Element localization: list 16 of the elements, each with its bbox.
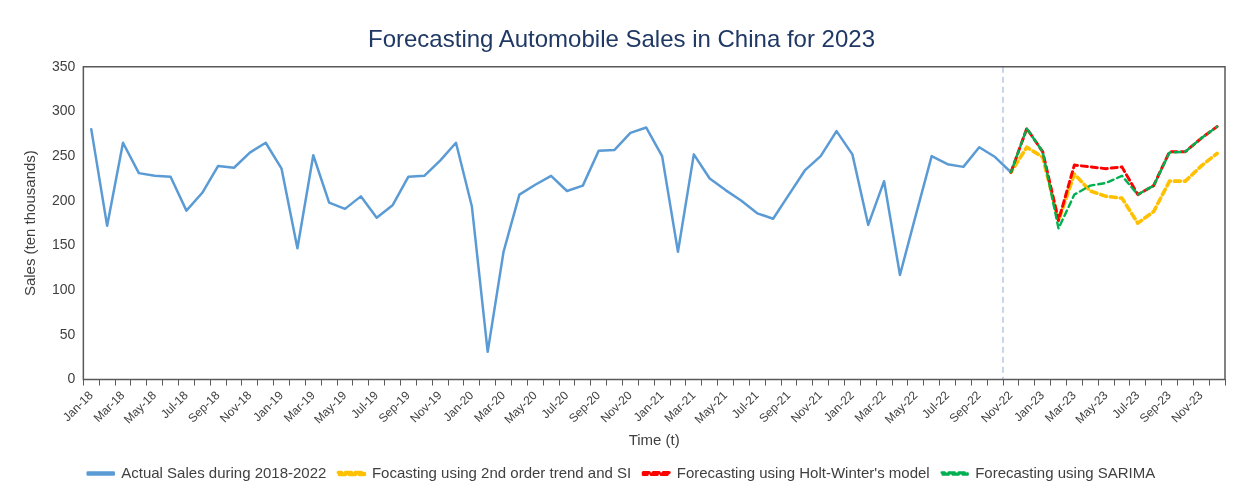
y-tick-label: 300	[52, 102, 76, 119]
y-tick-label: 350	[52, 57, 76, 74]
legend-label: Forecasting using SARIMA	[975, 463, 1156, 481]
y-tick-label: 0	[67, 370, 76, 387]
y-axis-title: Sales (ten thousands)	[21, 150, 39, 297]
line-series	[1009, 145, 1219, 225]
legend-label: Focasting using 2nd order trend and SI	[371, 463, 632, 481]
legend-label: Forecasting using Holt-Winter's model	[676, 463, 930, 481]
y-tick-label: 100	[52, 281, 76, 298]
y-tick-label: 250	[52, 147, 76, 164]
chart-title: Forecasting Automobile Sales in China for 2023	[368, 25, 875, 53]
y-tick-label: 200	[52, 191, 76, 208]
y-tick-label: 150	[52, 236, 76, 253]
legend-label: Actual Sales during 2018-2022	[121, 463, 327, 481]
y-tick-label: 50	[59, 325, 76, 342]
x-axis-title: Time (t)	[628, 431, 680, 449]
